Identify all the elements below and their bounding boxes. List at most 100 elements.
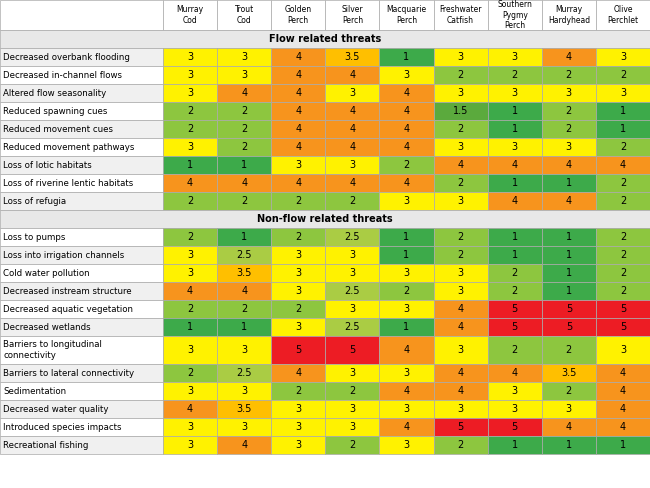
Text: 3: 3 bbox=[349, 404, 356, 414]
Bar bbox=[0, 282, 163, 300]
Bar bbox=[542, 84, 596, 102]
Bar bbox=[163, 228, 217, 246]
Text: 4: 4 bbox=[566, 52, 572, 62]
Text: 3: 3 bbox=[566, 142, 572, 152]
Bar bbox=[596, 156, 650, 174]
Text: 3: 3 bbox=[241, 52, 247, 62]
Bar bbox=[271, 364, 326, 382]
Bar bbox=[0, 318, 163, 336]
Bar bbox=[163, 48, 217, 66]
Text: 4: 4 bbox=[187, 404, 193, 414]
Text: 2: 2 bbox=[620, 232, 626, 242]
Bar bbox=[542, 318, 596, 336]
Text: 2: 2 bbox=[241, 304, 247, 314]
Bar bbox=[488, 228, 542, 246]
Text: 3: 3 bbox=[295, 268, 302, 278]
Text: 3: 3 bbox=[458, 404, 463, 414]
Text: 2: 2 bbox=[187, 304, 193, 314]
Text: 1: 1 bbox=[620, 124, 626, 134]
Text: 3: 3 bbox=[187, 422, 193, 432]
Text: 3: 3 bbox=[404, 268, 410, 278]
Text: Sedimentation: Sedimentation bbox=[3, 386, 66, 395]
Bar bbox=[217, 382, 271, 400]
Bar bbox=[0, 336, 163, 364]
Text: 1: 1 bbox=[241, 160, 247, 170]
Text: 4: 4 bbox=[404, 386, 410, 396]
Bar bbox=[0, 84, 163, 102]
Bar bbox=[596, 228, 650, 246]
Bar bbox=[542, 0, 596, 30]
Text: Flow related threats: Flow related threats bbox=[269, 34, 381, 44]
Text: 2: 2 bbox=[566, 386, 572, 396]
Text: 3: 3 bbox=[295, 422, 302, 432]
Bar bbox=[380, 400, 434, 418]
Text: Loss into irrigation channels: Loss into irrigation channels bbox=[3, 250, 124, 260]
Text: 4: 4 bbox=[620, 422, 626, 432]
Bar bbox=[542, 228, 596, 246]
Text: 4: 4 bbox=[187, 286, 193, 296]
Bar bbox=[596, 418, 650, 436]
Text: 5: 5 bbox=[620, 322, 626, 332]
Text: 2: 2 bbox=[620, 250, 626, 260]
Text: 2: 2 bbox=[620, 196, 626, 206]
Bar bbox=[488, 174, 542, 192]
Text: 3: 3 bbox=[458, 345, 463, 355]
Bar bbox=[0, 48, 163, 66]
Bar bbox=[488, 192, 542, 210]
Bar bbox=[434, 418, 488, 436]
Bar bbox=[326, 156, 380, 174]
Bar bbox=[217, 66, 271, 84]
Bar bbox=[271, 66, 326, 84]
Text: 4: 4 bbox=[295, 142, 302, 152]
Text: 4: 4 bbox=[295, 106, 302, 116]
Text: 4: 4 bbox=[295, 124, 302, 134]
Bar bbox=[0, 436, 163, 454]
Text: 2: 2 bbox=[404, 286, 410, 296]
Text: Decreased water quality: Decreased water quality bbox=[3, 405, 109, 413]
Bar bbox=[542, 138, 596, 156]
Bar bbox=[434, 192, 488, 210]
Bar bbox=[488, 84, 542, 102]
Text: 2: 2 bbox=[295, 386, 302, 396]
Bar bbox=[271, 192, 326, 210]
Bar bbox=[434, 174, 488, 192]
Bar bbox=[163, 174, 217, 192]
Text: 2: 2 bbox=[458, 124, 463, 134]
Text: 5: 5 bbox=[512, 322, 518, 332]
Text: Barriers to longitudinal
connectivity: Barriers to longitudinal connectivity bbox=[3, 340, 102, 360]
Bar bbox=[596, 318, 650, 336]
Text: Barriers to lateral connectivity: Barriers to lateral connectivity bbox=[3, 368, 134, 378]
Text: 1: 1 bbox=[404, 52, 410, 62]
Text: 2: 2 bbox=[187, 124, 193, 134]
Bar bbox=[326, 400, 380, 418]
Text: 3: 3 bbox=[512, 142, 518, 152]
Bar bbox=[217, 228, 271, 246]
Bar bbox=[217, 48, 271, 66]
Bar bbox=[0, 30, 650, 48]
Text: 4: 4 bbox=[404, 345, 410, 355]
Text: 2: 2 bbox=[241, 106, 247, 116]
Text: 4: 4 bbox=[187, 178, 193, 188]
Bar bbox=[380, 0, 434, 30]
Bar bbox=[488, 138, 542, 156]
Text: Freshwater
Catfish: Freshwater Catfish bbox=[439, 5, 482, 25]
Bar bbox=[217, 246, 271, 264]
Bar bbox=[488, 120, 542, 138]
Text: 4: 4 bbox=[512, 196, 518, 206]
Bar bbox=[271, 138, 326, 156]
Text: 4: 4 bbox=[458, 368, 463, 378]
Text: 4: 4 bbox=[566, 196, 572, 206]
Text: 3: 3 bbox=[187, 70, 193, 80]
Bar bbox=[596, 436, 650, 454]
Bar bbox=[163, 84, 217, 102]
Bar bbox=[271, 318, 326, 336]
Text: 3: 3 bbox=[512, 386, 518, 396]
Text: 4: 4 bbox=[241, 286, 247, 296]
Bar bbox=[380, 102, 434, 120]
Bar bbox=[271, 382, 326, 400]
Text: Decreased overbank flooding: Decreased overbank flooding bbox=[3, 53, 130, 61]
Bar bbox=[488, 418, 542, 436]
Bar bbox=[596, 102, 650, 120]
Text: 1: 1 bbox=[404, 232, 410, 242]
Bar bbox=[271, 174, 326, 192]
